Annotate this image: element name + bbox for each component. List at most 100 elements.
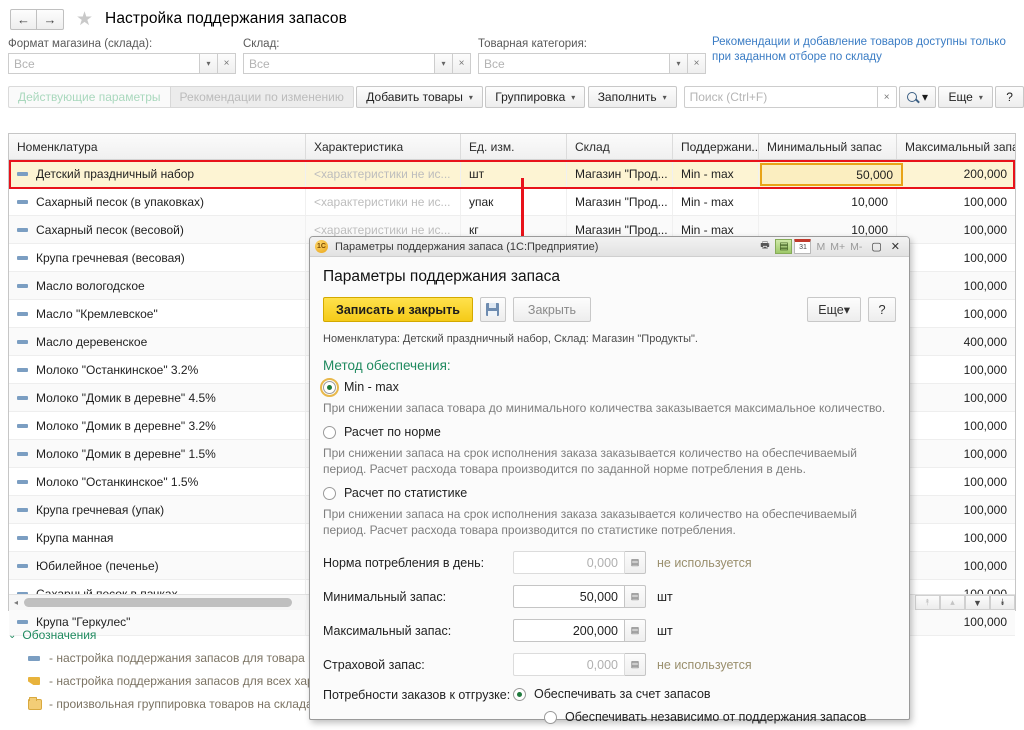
radio-needs-independent[interactable]: Обеспечивать независимо от поддержания з…: [544, 710, 866, 724]
cell-nomenclature[interactable]: Молоко "Останкинское" 1.5%: [9, 468, 306, 495]
forward-button[interactable]: →: [37, 8, 64, 30]
cell-max-stock[interactable]: 100,000: [963, 614, 1007, 629]
cell-max-stock[interactable]: 100,000: [963, 194, 1007, 209]
cell-nomenclature[interactable]: Крупа гречневая (весовая): [9, 244, 306, 271]
cell-nomenclature[interactable]: Детский праздничный набор: [9, 160, 306, 187]
close-icon[interactable]: ×: [218, 53, 236, 74]
calculator-icon[interactable]: ▤: [625, 619, 646, 642]
grouping-button[interactable]: Группировка ▾: [485, 86, 586, 108]
col-header-unit[interactable]: Ед. изм.: [461, 134, 567, 159]
field-daily-consumption-input[interactable]: 0,000: [513, 551, 625, 574]
col-header-min-stock[interactable]: Минимальный запас: [759, 134, 897, 159]
chevron-down-icon[interactable]: ▾: [435, 53, 453, 74]
close-icon[interactable]: ×: [453, 53, 471, 74]
filter-store-format-input[interactable]: Все: [8, 53, 200, 74]
search-input[interactable]: Поиск (Ctrl+F): [683, 86, 878, 108]
radio-method-statistics[interactable]: Расчет по статистике: [323, 486, 896, 500]
search-button[interactable]: ▾: [899, 86, 937, 108]
cell-warehouse[interactable]: Магазин "Прод...: [567, 216, 673, 243]
scroll-left-arrow-icon[interactable]: ◂: [13, 598, 18, 607]
field-max-stock-input[interactable]: 200,000: [513, 619, 625, 642]
cell-max-stock[interactable]: 100,000: [963, 306, 1007, 321]
goto-next-row-button[interactable]: ▼: [965, 595, 990, 610]
cell-nomenclature[interactable]: Молоко "Домик в деревне" 1.5%: [9, 440, 306, 467]
cell-max-stock[interactable]: 100,000: [963, 278, 1007, 293]
dialog-help-button[interactable]: ?: [868, 297, 896, 322]
col-header-characteristic[interactable]: Характеристика: [306, 134, 461, 159]
cell-characteristic[interactable]: <характеристики не ис...: [306, 188, 461, 215]
cell-method[interactable]: Min - max: [673, 188, 759, 215]
memory-subtract-button[interactable]: M-: [850, 240, 863, 253]
col-header-method[interactable]: Поддержани...: [673, 134, 759, 159]
favorite-star-icon[interactable]: ★: [76, 8, 94, 30]
col-header-warehouse[interactable]: Склад: [567, 134, 673, 159]
cell-nomenclature[interactable]: Крупа гречневая (упак): [9, 496, 306, 523]
field-safety-stock-input[interactable]: 0,000: [513, 653, 625, 676]
cell-max-stock[interactable]: 100,000: [963, 474, 1007, 489]
table-row[interactable]: Сахарный песок (в упаковках) <характерист…: [9, 188, 1015, 216]
back-button[interactable]: ←: [10, 8, 37, 30]
cell-nomenclature[interactable]: Молоко "Домик в деревне" 4.5%: [9, 384, 306, 411]
cell-nomenclature[interactable]: Масло "Кремлевское": [9, 300, 306, 327]
scrollbar-thumb[interactable]: [24, 598, 292, 607]
cell-nomenclature[interactable]: Крупа манная: [9, 524, 306, 551]
cell-unit[interactable]: шт: [461, 160, 567, 187]
filter-product-category-input[interactable]: Все: [478, 53, 670, 74]
help-button[interactable]: ?: [995, 86, 1024, 108]
legend-toggle[interactable]: ⌄ Обозначения: [8, 628, 648, 642]
focused-cell-min-stock[interactable]: 50,000: [760, 163, 903, 186]
goto-first-row-button[interactable]: ⯭: [915, 595, 940, 610]
restore-icon[interactable]: ▢: [871, 241, 882, 253]
tab-current-params[interactable]: Действующие параметры: [8, 86, 170, 108]
fill-button[interactable]: Заполнить ▾: [587, 86, 677, 108]
col-header-nomenclature[interactable]: Номенклатура: [9, 134, 306, 159]
calculator-icon[interactable]: ▤: [625, 551, 646, 574]
cell-max-stock[interactable]: 100,000: [963, 222, 1007, 237]
dialog-title-bar[interactable]: 1C Параметры поддержания запаса (1С:Пред…: [310, 237, 909, 257]
save-and-close-button[interactable]: Записать и закрыть: [323, 297, 473, 322]
cell-nomenclature[interactable]: Сахарный песок (весовой): [9, 216, 306, 243]
cell-nomenclature[interactable]: Масло вологодское: [9, 272, 306, 299]
radio-needs-from-stock[interactable]: Обеспечивать за счет запасов: [513, 687, 866, 701]
cell-max-stock[interactable]: 100,000: [963, 502, 1007, 517]
cell-min-stock[interactable]: 10,000: [759, 216, 897, 243]
cell-characteristic[interactable]: <характеристики не ис...: [306, 160, 461, 187]
cell-nomenclature[interactable]: Крупа "Геркулес": [9, 608, 306, 635]
save-button[interactable]: [479, 297, 506, 322]
chevron-down-icon[interactable]: ▾: [200, 53, 218, 74]
cell-max-stock[interactable]: 100,000: [963, 362, 1007, 377]
cell-min-stock[interactable]: 10,000: [759, 188, 897, 215]
cell-nomenclature[interactable]: Юбилейное (печенье): [9, 552, 306, 579]
calculator-icon[interactable]: ▤: [775, 239, 793, 254]
calendar-icon[interactable]: 31: [794, 239, 812, 254]
goto-last-row-button[interactable]: ⯯: [990, 595, 1015, 610]
cell-unit[interactable]: упак: [461, 188, 567, 215]
memory-recall-button[interactable]: M: [816, 240, 826, 253]
cell-method[interactable]: Min - max: [673, 216, 759, 243]
print-icon[interactable]: 🖶: [760, 240, 770, 251]
cell-method[interactable]: Min - max: [673, 160, 759, 187]
calculator-icon[interactable]: ▤: [625, 653, 646, 676]
cell-nomenclature[interactable]: Молоко "Домик в деревне" 3.2%: [9, 412, 306, 439]
close-icon[interactable]: ×: [877, 86, 897, 108]
radio-method-norm[interactable]: Расчет по норме: [323, 425, 896, 439]
goto-prev-row-button[interactable]: ▴: [940, 595, 965, 610]
cell-max-stock[interactable]: 100,000: [963, 530, 1007, 545]
cell-max-stock[interactable]: 400,000: [963, 334, 1007, 349]
memory-add-button[interactable]: M+: [830, 240, 846, 253]
tab-change-recommendations[interactable]: Рекомендации по изменению: [169, 86, 354, 108]
cell-nomenclature[interactable]: Сахарный песок (в упаковках): [9, 188, 306, 215]
field-min-stock-input[interactable]: 50,000: [513, 585, 625, 608]
add-goods-button[interactable]: Добавить товары ▾: [356, 86, 483, 108]
cell-nomenclature[interactable]: Молоко "Останкинское" 3.2%: [9, 356, 306, 383]
close-icon[interactable]: ✕: [890, 241, 900, 253]
cell-nomenclature[interactable]: Масло деревенское: [9, 328, 306, 355]
radio-method-minmax[interactable]: Min - max: [320, 377, 896, 397]
cell-max-stock[interactable]: 100,000: [963, 446, 1007, 461]
cell-warehouse[interactable]: Магазин "Прод...: [567, 160, 673, 187]
dialog-more-button[interactable]: Еще ▾: [807, 297, 861, 322]
col-header-max-stock[interactable]: Максимальный запас: [905, 139, 1015, 154]
cell-warehouse[interactable]: Магазин "Прод...: [567, 188, 673, 215]
close-button[interactable]: Закрыть: [512, 297, 592, 322]
cell-unit[interactable]: кг: [461, 216, 567, 243]
